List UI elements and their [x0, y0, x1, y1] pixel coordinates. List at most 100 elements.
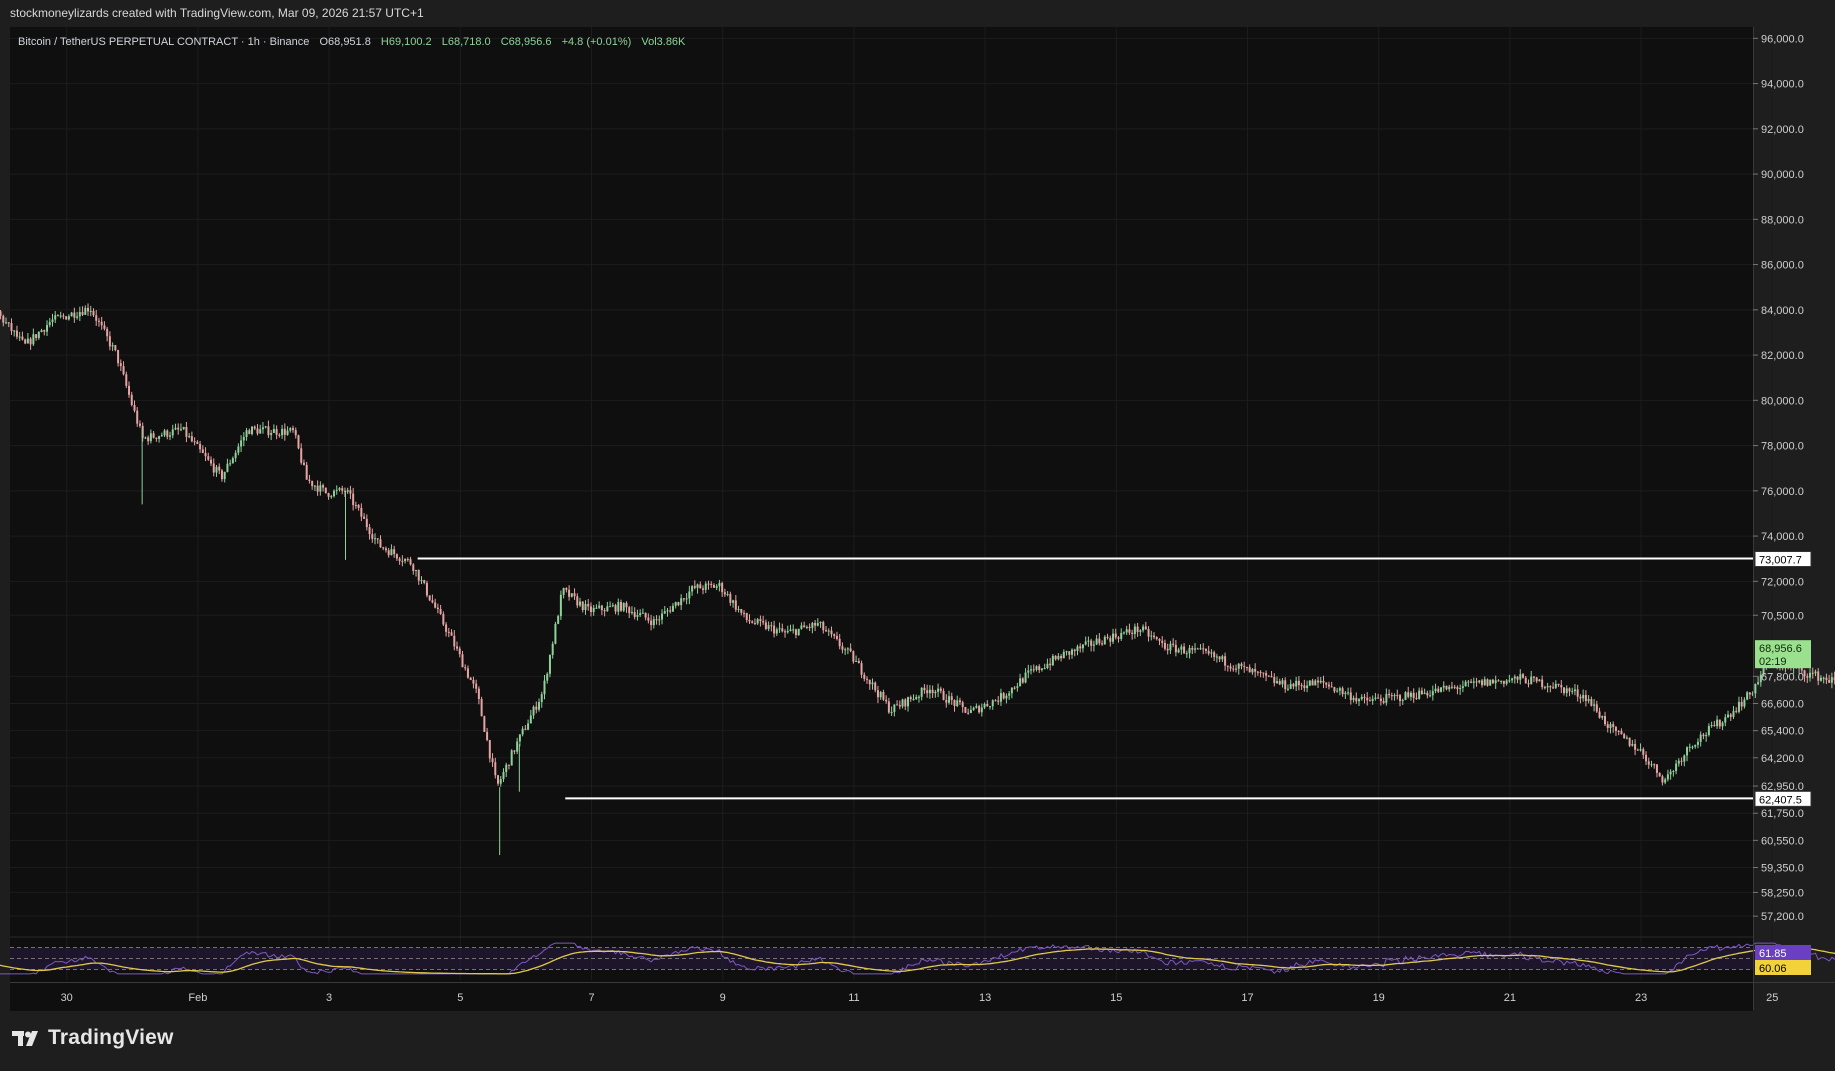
candle-body — [688, 591, 691, 599]
candle-body — [95, 315, 98, 321]
time-axis-label: 11 — [848, 992, 859, 1004]
candle-body — [830, 630, 833, 635]
price-axis-label: 88,000.0 — [1761, 214, 1804, 226]
candle-body — [398, 558, 401, 561]
candle-body — [969, 709, 972, 713]
price-axis[interactable]: 96,000.0 94,000.0 92,000.0 90,000.0 88,000.0… — [1753, 33, 1804, 923]
candle-body — [13, 330, 16, 332]
rsi-pane[interactable] — [0, 942, 1835, 975]
candle-body — [1636, 749, 1639, 751]
candle-body — [781, 628, 784, 632]
candle-body — [1084, 641, 1087, 645]
candle-body — [1163, 642, 1166, 649]
candle-body — [220, 470, 223, 480]
candle-body — [592, 607, 595, 613]
candle-body — [622, 602, 625, 611]
price-axis-label: 62,950.0 — [1761, 781, 1804, 793]
candle-body — [1710, 725, 1713, 727]
candle-body — [1327, 684, 1330, 687]
candle-body — [778, 628, 781, 630]
candle-body — [789, 629, 792, 631]
candle-body — [825, 630, 828, 632]
candle-body — [868, 679, 871, 685]
candle-body — [491, 758, 494, 763]
candle-body — [967, 712, 970, 714]
candle-body — [1415, 697, 1418, 699]
price-axis-label: 84,000.0 — [1761, 305, 1804, 317]
candle-body — [1191, 647, 1194, 650]
candle-body — [1532, 676, 1535, 678]
candle-body — [226, 463, 229, 472]
candle-body — [1727, 714, 1730, 718]
candle-body — [327, 493, 330, 497]
candle-body — [1243, 666, 1246, 668]
time-axis[interactable]: 262830Feb3579111315171921232527Mar357911… — [0, 992, 1835, 1004]
candle-body — [1576, 689, 1579, 697]
candle-body — [1680, 760, 1683, 762]
symbol-legend[interactable]: Bitcoin / TetherUS PERPETUAL CONTRACT · … — [18, 36, 686, 48]
candle-body — [811, 622, 814, 628]
time-axis-label: 21 — [1504, 992, 1516, 1004]
candle-body — [1013, 687, 1016, 689]
candle-body — [1303, 685, 1306, 689]
candle-body — [302, 462, 305, 465]
legend-volume-label: Vol — [641, 36, 656, 48]
candle-body — [1106, 636, 1109, 638]
candle-body — [1388, 693, 1391, 696]
candle-body — [1027, 670, 1030, 673]
candle-body — [486, 731, 489, 741]
candle-body — [625, 602, 628, 608]
candle-body — [1494, 680, 1497, 684]
candle-body — [155, 437, 158, 439]
candle-body — [1653, 764, 1656, 766]
candle-body — [1010, 687, 1013, 694]
candle-body — [551, 643, 554, 656]
candle-body — [1306, 685, 1309, 689]
candle-body — [436, 607, 439, 610]
candle-body — [794, 629, 797, 636]
candle-body — [1617, 730, 1620, 732]
candle-body — [1658, 772, 1661, 777]
candle-body — [562, 588, 565, 595]
candle-body — [1347, 692, 1350, 694]
candle-body — [264, 426, 267, 428]
candle-body — [1109, 637, 1112, 642]
candle-body — [494, 762, 497, 776]
price-axis-label: 82,000.0 — [1761, 350, 1804, 362]
candle-body — [1363, 696, 1366, 698]
candle-body — [1699, 734, 1702, 742]
candle-body — [669, 610, 672, 612]
candle-body — [387, 550, 390, 556]
price-axis-label: 78,000.0 — [1761, 441, 1804, 453]
candle-body — [1664, 779, 1667, 783]
candle-body — [535, 706, 538, 710]
candle-body — [1691, 746, 1694, 748]
candle-body — [360, 507, 363, 517]
candle-body — [1169, 643, 1172, 651]
candle-body — [1516, 676, 1519, 680]
candle-body — [1180, 646, 1183, 650]
candle-body — [1341, 688, 1344, 695]
candle-body — [658, 619, 661, 621]
candle-body — [1128, 629, 1131, 633]
candle-body — [1150, 635, 1153, 637]
candle-body — [652, 619, 655, 626]
candle-body — [1317, 680, 1320, 683]
candle-body — [1686, 747, 1689, 756]
candle-body — [876, 690, 879, 698]
candle-body — [1437, 688, 1440, 692]
horizontal-levels[interactable] — [417, 557, 1753, 800]
candle-body — [1136, 626, 1139, 632]
candle-body — [289, 428, 292, 431]
candle-body — [1360, 696, 1363, 700]
last-price-badge-text: 02:19 — [1759, 656, 1787, 668]
candle-body — [174, 427, 177, 430]
candle-body — [1426, 692, 1429, 696]
price-axis-label: 57,200.0 — [1761, 911, 1804, 923]
time-axis-label: 5 — [457, 992, 463, 1004]
candle-body — [199, 443, 202, 450]
candle-body — [1005, 695, 1008, 699]
footer-brand[interactable]: TradingView — [12, 1026, 174, 1050]
candle-body — [1073, 649, 1076, 651]
